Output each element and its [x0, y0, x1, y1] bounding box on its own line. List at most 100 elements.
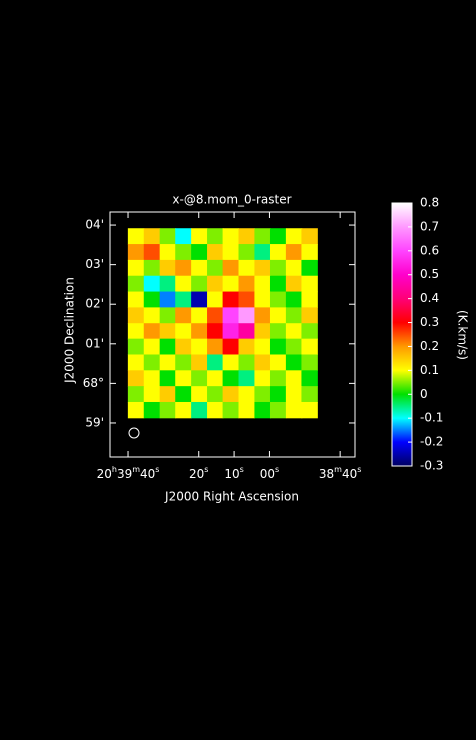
raster-cell [175, 228, 192, 245]
raster-cell [285, 291, 303, 308]
raster-cell [222, 338, 240, 355]
raster-cell [127, 370, 145, 387]
raster-cell [222, 275, 240, 293]
raster-cell [159, 291, 177, 308]
raster-cell [159, 323, 177, 340]
raster-cell [127, 307, 145, 324]
colorbar-tick-label: 0.7 [420, 219, 439, 233]
raster-cell [159, 401, 177, 419]
y-axis-label: J2000 Declination [63, 277, 77, 384]
raster-cell [207, 275, 224, 293]
plot-frame [109, 211, 356, 458]
raster-cell [238, 386, 255, 403]
raster-cell [254, 307, 271, 324]
raster-cell [127, 259, 145, 277]
raster-cell [191, 291, 208, 308]
raster-cell [127, 244, 145, 261]
raster-cell [222, 370, 240, 387]
x-tick-label: 38m40s [319, 465, 362, 481]
raster-cell [159, 307, 177, 324]
raster-cell [143, 354, 161, 371]
raster-cell [269, 228, 287, 245]
raster-cell [238, 401, 255, 419]
raster-cell [143, 275, 161, 293]
raster-cell [254, 386, 271, 403]
raster-cell [127, 386, 145, 403]
x-axis-label: J2000 Right Ascension [164, 490, 299, 504]
raster-cell [127, 275, 145, 293]
raster-cell [222, 259, 240, 277]
raster-cell [207, 323, 224, 340]
y-tick-label: 04' [85, 218, 104, 232]
raster-cell [222, 323, 240, 340]
raster-cell [269, 386, 287, 403]
raster-cell [159, 244, 177, 261]
colorbar-tick-label: 0 [420, 387, 428, 401]
raster-cell [191, 244, 208, 261]
raster-cell [238, 244, 255, 261]
raster-cell [269, 401, 287, 419]
raster-cell [301, 354, 318, 371]
raster-cell [269, 323, 287, 340]
raster-cell [143, 307, 161, 324]
raster-cell [238, 259, 255, 277]
raster-cell [254, 244, 271, 261]
raster-cell [238, 338, 255, 355]
raster-cell [301, 386, 318, 403]
raster-cell [269, 354, 287, 371]
raster-cell [127, 354, 145, 371]
raster-cell [143, 370, 161, 387]
raster-cell [207, 259, 224, 277]
raster-cell [207, 370, 224, 387]
raster-cell [285, 386, 303, 403]
raster-cell [143, 291, 161, 308]
raster-cell [222, 386, 240, 403]
raster-cell [207, 386, 224, 403]
raster-cell [175, 386, 192, 403]
colorbar-tick-label: 0.2 [420, 339, 439, 353]
y-tick-label: 01' [85, 336, 104, 350]
raster-cell [191, 354, 208, 371]
raster-cell [269, 307, 287, 324]
raster-cell [254, 354, 271, 371]
raster-cell [301, 323, 318, 340]
raster-cell [207, 228, 224, 245]
raster-cell [159, 259, 177, 277]
raster-cell [301, 338, 318, 355]
raster-cell [159, 338, 177, 355]
colorbar-tick-label: 0.4 [420, 291, 439, 305]
raster-cell [269, 244, 287, 261]
x-tick-label: 20s [189, 465, 208, 481]
raster-cell [207, 307, 224, 324]
raster-cell [127, 291, 145, 308]
colorbar [391, 202, 413, 467]
colorbar-tick-label: -0.1 [420, 411, 443, 425]
raster-cell [269, 370, 287, 387]
raster-cell [238, 228, 255, 245]
raster-cell [285, 354, 303, 371]
raster-cell [285, 244, 303, 261]
raster-cell [143, 401, 161, 419]
y-tick-label: 02' [85, 297, 104, 311]
raster-cell [301, 228, 318, 245]
raster-cell [238, 370, 255, 387]
raster-cell [207, 244, 224, 261]
raster-cell [191, 386, 208, 403]
raster-cell [175, 338, 192, 355]
raster-cell [238, 354, 255, 371]
raster-cell [269, 291, 287, 308]
raster-cell [143, 228, 161, 245]
raster-cell [175, 244, 192, 261]
raster-cell [301, 291, 318, 308]
raster-cell [175, 323, 192, 340]
raster-cell [238, 291, 255, 308]
raster-cell [222, 354, 240, 371]
raster-cell [238, 323, 255, 340]
raster-cell [238, 275, 255, 293]
raster-cell [222, 244, 240, 261]
y-tick-label: 03' [85, 257, 104, 271]
raster-cell [207, 338, 224, 355]
raster-cell [127, 228, 145, 245]
raster-cell [222, 307, 240, 324]
